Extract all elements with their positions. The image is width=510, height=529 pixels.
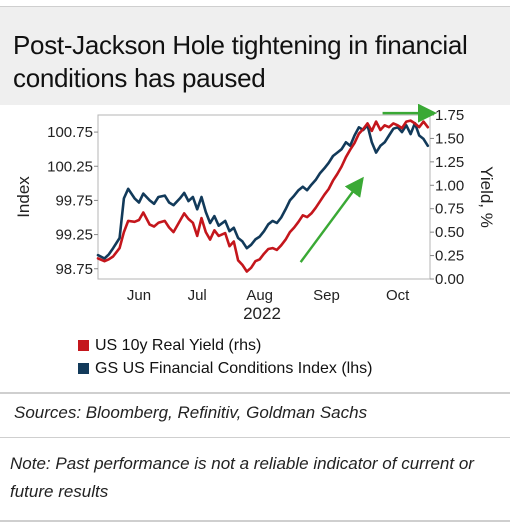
series-layer (96, 119, 430, 273)
legend-item-real-yield: US 10y Real Yield (rhs) (78, 334, 372, 357)
legend-item-fci: GS US Financial Conditions Index (lhs) (78, 357, 372, 380)
right-tick-label: 1.50 (435, 130, 464, 147)
plot-border (97, 114, 431, 280)
left-tick-label: 99.25 (55, 227, 93, 244)
x-tick-label: Oct (386, 287, 410, 304)
right-axis-label: Yield, % (477, 166, 496, 228)
x-tick-label: Sep (313, 287, 340, 304)
annotation-layer (299, 104, 437, 263)
right-tick-label: 0.75 (435, 201, 464, 218)
right-tick-label: 1.25 (435, 154, 464, 171)
left-tick-label: 98.75 (55, 261, 93, 278)
sources-text: Sources: Bloomberg, Refinitiv, Goldman S… (14, 403, 368, 422)
legend-label-fci: GS US Financial Conditions Index (lhs) (95, 359, 373, 377)
x-tick-label: Jul (188, 287, 207, 304)
right-tick-label: 1.75 (435, 107, 464, 124)
left-axis-ticks: 100.75 100.25 99.75 99.25 98.75 (47, 124, 98, 278)
series-line-real-yield (96, 119, 430, 273)
trend-arrow-up (299, 176, 364, 263)
line-chart: 100.75 100.25 99.75 99.25 98.75 1.75 1.50 1.25… (14, 104, 496, 323)
left-tick-label: 99.75 (55, 192, 93, 209)
right-axis-ticks: 1.75 1.50 1.25 1.00 0.75 0.50 0.25 0.00 (430, 107, 464, 288)
legend-label-real-yield: US 10y Real Yield (rhs) (95, 336, 262, 354)
plot-area (97, 114, 431, 280)
chart-title: Post-Jackson Hole tightening in financia… (13, 30, 468, 93)
left-tick-label: 100.75 (47, 124, 93, 141)
right-tick-label: 0.25 (435, 248, 464, 265)
disclaimer-note: Note: Past performance is not a reliable… (10, 454, 474, 501)
series-line-fci (96, 121, 430, 260)
right-tick-label: 0.00 (435, 271, 464, 288)
legend-swatch-fci (78, 363, 89, 374)
x-tick-label: Jun (127, 287, 151, 304)
x-axis-year-label: 2022 (243, 304, 281, 323)
divider (0, 437, 510, 438)
right-tick-label: 1.00 (435, 177, 464, 194)
x-axis-ticks: Jun Jul Aug Sep Oct (127, 287, 410, 304)
title-band: Post-Jackson Hole tightening in financia… (0, 6, 510, 105)
x-tick-label: Aug (246, 287, 273, 304)
legend: US 10y Real Yield (rhs) GS US Financial … (78, 334, 372, 380)
left-axis-label: Index (14, 176, 33, 218)
right-tick-label: 0.50 (435, 224, 464, 241)
left-tick-label: 100.25 (47, 158, 93, 175)
divider (0, 392, 510, 394)
divider (0, 520, 510, 522)
legend-swatch-real-yield (78, 340, 89, 351)
